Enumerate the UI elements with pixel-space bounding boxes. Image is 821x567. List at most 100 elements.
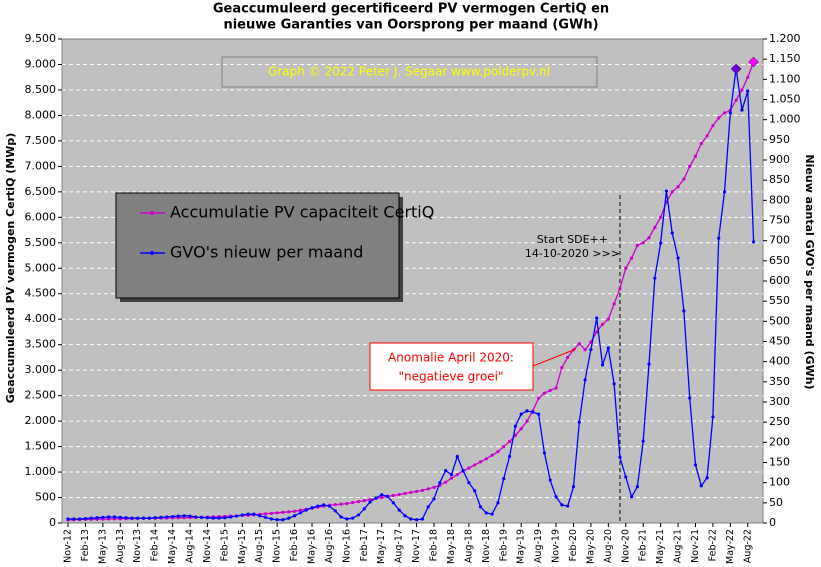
y-tick-label: 3.500 <box>25 338 57 351</box>
data-point <box>653 276 657 280</box>
x-tick-label: Feb-17 <box>359 529 370 561</box>
data-point <box>682 309 686 313</box>
data-point <box>420 517 425 521</box>
data-point <box>577 420 581 424</box>
data-point <box>560 366 564 370</box>
data-point <box>292 514 297 518</box>
y2-tick-label: 700 <box>769 234 790 247</box>
data-point <box>496 450 500 454</box>
chart-title: Geaccumuleerd gecertificeerd PV vermogen… <box>213 2 609 17</box>
data-point <box>670 190 674 194</box>
data-point <box>664 189 669 193</box>
legend-swatch <box>150 251 154 255</box>
data-point <box>734 98 738 102</box>
annotation: Anomalie April 2020: <box>388 351 514 365</box>
x-tick-label: Nov-17 <box>411 529 422 563</box>
chart-title: nieuwe Garanties van Oorsprong per maand… <box>223 18 598 33</box>
y2-tick-label: 300 <box>769 395 790 408</box>
x-tick-label: May-22 <box>725 529 736 564</box>
annotation-arrow <box>532 348 577 367</box>
data-point <box>629 256 634 260</box>
data-point <box>624 475 628 479</box>
y-tick-label: 2.000 <box>25 414 57 427</box>
data-point <box>722 111 727 115</box>
data-point <box>740 108 744 112</box>
data-point <box>426 487 430 491</box>
data-point <box>298 511 302 515</box>
data-point <box>339 502 343 506</box>
y-tick-label: 9.500 <box>25 32 57 45</box>
x-tick-label: Aug-17 <box>394 529 405 563</box>
y-tick-label: 7.000 <box>25 159 57 172</box>
data-point <box>345 502 349 506</box>
data-point <box>263 512 268 516</box>
data-point <box>281 518 285 522</box>
y2-tick-label: 550 <box>769 294 790 307</box>
data-point <box>141 516 146 520</box>
data-point <box>693 154 698 158</box>
y2-tick-label: 0 <box>769 516 776 529</box>
data-point <box>548 478 552 482</box>
data-point <box>258 514 262 518</box>
y2-tick-label: 150 <box>769 456 790 469</box>
data-point <box>83 516 88 521</box>
data-point <box>467 466 471 470</box>
y2-tick-label: 100 <box>769 476 790 489</box>
x-tick-label: Feb-20 <box>568 529 579 561</box>
data-point <box>722 190 727 194</box>
x-tick-label: Feb-14 <box>150 529 161 561</box>
data-point <box>72 517 76 521</box>
x-tick-label: Aug-19 <box>533 529 544 563</box>
data-point <box>409 517 413 521</box>
data-point <box>711 415 715 419</box>
data-point <box>89 516 93 520</box>
legend-swatch <box>150 211 154 215</box>
data-point <box>234 514 239 518</box>
data-point <box>746 89 750 93</box>
x-tick-label: Feb-13 <box>80 529 91 561</box>
annotation: 14-10-2020 >>> <box>525 247 620 260</box>
x-tick-label: Aug-20 <box>603 529 614 563</box>
data-point <box>699 141 703 146</box>
data-point <box>118 515 122 519</box>
data-point <box>600 322 605 326</box>
data-point <box>229 515 233 519</box>
data-point <box>705 476 709 480</box>
data-point <box>612 382 616 386</box>
x-tick-label: May-15 <box>237 529 248 564</box>
y-tick-label: 0 <box>49 516 56 529</box>
data-point <box>618 455 622 459</box>
data-point <box>403 491 407 496</box>
highlight-marker <box>748 56 759 68</box>
data-point <box>362 507 366 511</box>
data-point <box>560 503 564 507</box>
data-point <box>699 484 703 488</box>
x-tick-label: Aug-18 <box>463 529 474 563</box>
data-point <box>612 302 616 306</box>
data-point <box>525 409 529 413</box>
data-point <box>211 516 215 520</box>
data-point <box>513 424 517 428</box>
y-tick-label: 8.500 <box>25 83 57 96</box>
data-point <box>641 439 645 443</box>
data-point <box>438 481 442 485</box>
x-tick-label: May-18 <box>446 529 457 564</box>
data-point <box>246 512 250 516</box>
data-point <box>600 363 605 367</box>
data-point <box>333 509 337 513</box>
watermark: Graph © 2022 Peter J. Segaar www.polderp… <box>268 65 550 79</box>
data-point <box>351 501 355 505</box>
x-tick-label: Feb-21 <box>638 529 649 561</box>
x-tick-label: Nov-13 <box>132 529 143 563</box>
data-point <box>583 378 587 382</box>
data-point <box>420 488 425 492</box>
x-tick-label: Aug-15 <box>254 529 265 563</box>
x-tick-label: Aug-14 <box>185 529 196 563</box>
data-point <box>606 317 610 321</box>
annotation: Start SDE++ <box>537 233 608 246</box>
x-tick-label: May-17 <box>376 529 387 564</box>
data-point <box>566 504 570 508</box>
y2-tick-label: 1.050 <box>769 93 801 106</box>
data-point <box>153 516 157 520</box>
